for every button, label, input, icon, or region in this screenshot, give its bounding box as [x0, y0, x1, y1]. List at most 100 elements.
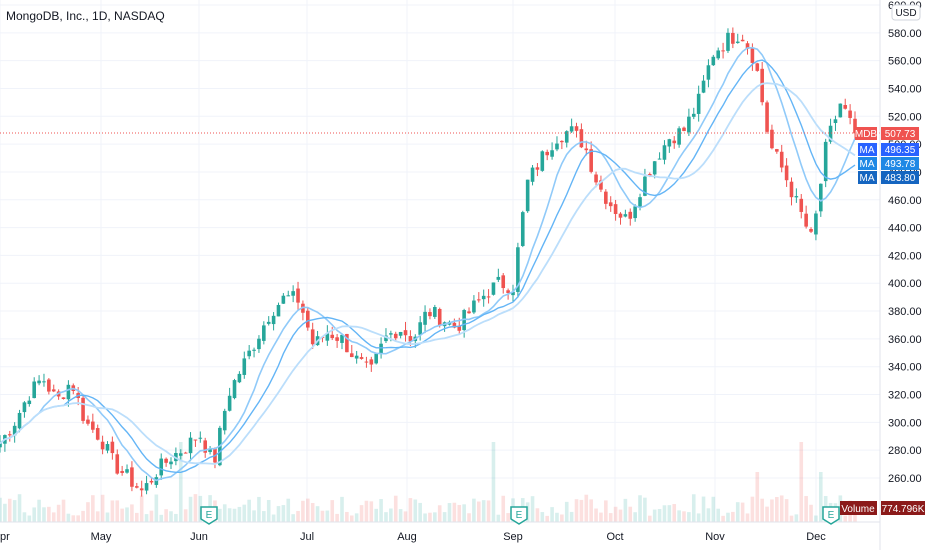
candle-body	[437, 308, 442, 326]
earnings-marker-1[interactable]: E	[200, 506, 218, 525]
volume-bar	[301, 500, 305, 522]
candle-body	[765, 102, 769, 132]
ma-line-2	[0, 59, 856, 473]
volume-bar	[545, 515, 549, 522]
volume-bar	[315, 506, 320, 522]
volume-bar	[398, 509, 403, 522]
candle-body	[716, 50, 720, 59]
volume-bar	[462, 504, 466, 522]
candle-body	[520, 212, 525, 246]
currency-badge[interactable]: USD	[891, 4, 921, 21]
candle-body	[384, 335, 388, 342]
candle-body	[262, 325, 266, 341]
volume-bar	[550, 507, 554, 522]
ma1-badge: MA 496.35	[858, 143, 919, 156]
volume-bar	[442, 512, 447, 522]
volume-bar	[613, 506, 618, 522]
volume-bar	[608, 513, 613, 522]
candle-body	[32, 381, 36, 399]
volume-bar	[535, 508, 540, 522]
earnings-marker-3[interactable]: E	[822, 506, 840, 525]
volume-bar	[379, 499, 383, 522]
volume-bar	[266, 499, 271, 522]
volume-bar	[765, 506, 769, 522]
volume-bar	[740, 502, 745, 522]
candle-body	[12, 425, 17, 436]
volume-bar	[12, 500, 17, 522]
ma1-value: 496.35	[885, 145, 916, 156]
candle-body	[374, 353, 378, 364]
volume-bar	[477, 501, 481, 522]
candle-body	[589, 149, 593, 172]
volume-bar	[61, 499, 66, 522]
candle-body	[760, 68, 764, 103]
candle-body	[535, 167, 540, 170]
candle-body	[0, 443, 2, 448]
candle-body	[511, 291, 515, 296]
candle-body	[648, 173, 652, 177]
candle-body	[633, 206, 637, 219]
volume-bar	[237, 506, 242, 522]
candle-body	[345, 333, 349, 353]
candle-body	[491, 282, 496, 295]
candle-body	[403, 330, 408, 336]
volume-bar	[691, 494, 696, 522]
volume-bar	[721, 515, 725, 522]
volume-bar	[105, 512, 110, 522]
candle-body	[364, 361, 369, 363]
candle-body	[276, 304, 281, 317]
volume-bar	[222, 504, 227, 522]
earnings-marker-2[interactable]: E	[510, 506, 528, 525]
candle-body	[486, 296, 491, 298]
volume-bar	[555, 512, 559, 522]
time-tick-label: Sep	[503, 531, 523, 543]
volume-bar	[731, 511, 735, 522]
candle-body	[115, 454, 120, 474]
volume-bar	[32, 507, 36, 522]
volume-bar	[252, 510, 256, 522]
candle-body	[266, 321, 271, 324]
volume-bar	[320, 510, 325, 522]
candle-body	[452, 322, 457, 328]
candle-body	[745, 43, 750, 49]
volume-bar	[775, 496, 779, 522]
volume-bar	[276, 506, 281, 522]
volume-bar	[354, 513, 359, 522]
volume-bar	[501, 495, 506, 522]
volume-bar	[345, 511, 349, 522]
price-tick-label: 560.00	[888, 56, 922, 68]
volume-bar	[335, 513, 339, 522]
candle-body	[257, 338, 261, 350]
candle-body	[804, 213, 808, 227]
candle-body	[784, 165, 789, 181]
time-tick-label: Jun	[190, 531, 208, 543]
volume-bar	[100, 494, 105, 522]
volume-bar	[257, 496, 261, 522]
candle-body	[208, 449, 212, 453]
volume-bar	[247, 499, 251, 522]
candle-body	[17, 412, 22, 429]
time-tick-label: Dec	[806, 531, 826, 543]
candle-body	[359, 357, 364, 359]
candle-body	[183, 452, 188, 454]
volume-bar	[76, 515, 80, 522]
volume-bar	[447, 503, 452, 522]
volume-bar	[296, 510, 300, 522]
candle-body	[735, 41, 740, 43]
time-axis[interactable]: pr May Jun Jul Aug Sep Oct Nov Dec	[0, 531, 826, 543]
volume-bar	[374, 508, 378, 522]
volume-bar	[144, 514, 149, 522]
volume-bar	[750, 496, 755, 522]
volume-bar	[413, 499, 418, 522]
volume-bar	[638, 495, 642, 522]
ma3-label: MA	[860, 173, 875, 184]
volume-bar	[81, 510, 85, 522]
candle-body	[770, 129, 774, 149]
volume-bar	[174, 513, 178, 522]
candle-body	[677, 128, 681, 145]
candle-body	[95, 428, 100, 440]
candle-body	[418, 322, 422, 335]
volume-bar	[687, 512, 691, 522]
volume-bar	[125, 507, 129, 522]
